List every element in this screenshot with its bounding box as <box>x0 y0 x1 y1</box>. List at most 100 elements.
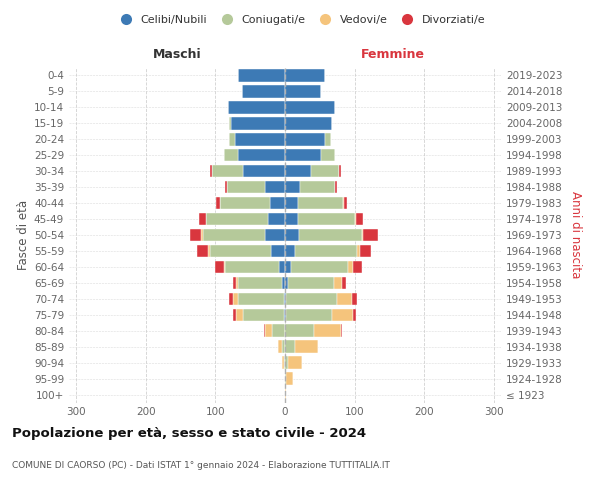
Bar <box>238 292 284 305</box>
Bar <box>285 149 321 162</box>
Bar <box>285 308 286 321</box>
Bar <box>238 149 285 162</box>
Bar <box>363 229 379 241</box>
Bar <box>203 229 265 241</box>
Bar <box>285 165 311 177</box>
Bar <box>265 181 285 194</box>
Bar <box>233 292 238 305</box>
Bar <box>285 229 299 241</box>
Bar <box>265 229 285 241</box>
Bar <box>199 213 206 226</box>
Bar <box>295 340 318 353</box>
Bar <box>208 244 210 257</box>
Bar <box>286 308 332 321</box>
Bar <box>229 117 230 130</box>
Bar <box>285 101 335 114</box>
Bar <box>281 340 285 353</box>
Bar <box>206 213 268 226</box>
Bar <box>236 276 238 289</box>
Bar <box>295 244 357 257</box>
Bar <box>321 149 335 162</box>
Text: COMUNE DI CAORSO (PC) - Dati ISTAT 1° gennaio 2024 - Elaborazione TUTTITALIA.IT: COMUNE DI CAORSO (PC) - Dati ISTAT 1° ge… <box>12 460 390 469</box>
Bar <box>238 276 281 289</box>
Bar <box>334 276 342 289</box>
Bar <box>265 324 272 337</box>
Bar <box>238 70 285 82</box>
Bar <box>356 213 363 226</box>
Bar <box>285 372 286 385</box>
Bar <box>285 70 325 82</box>
Bar <box>285 292 286 305</box>
Bar <box>285 388 286 400</box>
Bar <box>301 181 335 194</box>
Bar <box>236 308 243 321</box>
Bar <box>325 133 331 145</box>
Text: Femmine: Femmine <box>361 48 425 61</box>
Bar <box>280 260 285 273</box>
Bar <box>284 356 285 369</box>
Bar <box>242 85 285 98</box>
Bar <box>212 165 243 177</box>
Bar <box>278 340 281 353</box>
Bar <box>230 117 285 130</box>
Bar <box>233 308 236 321</box>
Bar <box>332 308 353 321</box>
Bar <box>286 292 337 305</box>
Bar <box>344 197 347 209</box>
Bar <box>210 165 212 177</box>
Bar <box>271 244 285 257</box>
Bar <box>285 356 289 369</box>
Bar <box>235 133 285 145</box>
Bar <box>210 244 271 257</box>
Bar <box>224 149 238 162</box>
Bar <box>311 165 340 177</box>
Bar <box>216 197 220 209</box>
Bar <box>243 308 284 321</box>
Bar <box>215 260 224 273</box>
Bar <box>337 292 352 305</box>
Bar <box>298 213 355 226</box>
Bar <box>264 324 265 337</box>
Bar <box>290 260 348 273</box>
Y-axis label: Fasce di età: Fasce di età <box>17 200 30 270</box>
Bar <box>229 133 235 145</box>
Bar <box>285 85 321 98</box>
Bar <box>353 308 356 321</box>
Bar <box>282 356 284 369</box>
Bar <box>343 197 344 209</box>
Bar <box>285 244 295 257</box>
Y-axis label: Anni di nascita: Anni di nascita <box>569 192 582 278</box>
Bar <box>285 181 301 194</box>
Bar <box>335 181 337 194</box>
Bar <box>314 324 341 337</box>
Bar <box>220 197 269 209</box>
Bar <box>272 324 285 337</box>
Bar <box>355 213 356 226</box>
Bar <box>190 229 202 241</box>
Bar <box>285 213 298 226</box>
Bar <box>284 292 285 305</box>
Bar <box>360 244 371 257</box>
Bar <box>285 117 332 130</box>
Bar <box>342 276 346 289</box>
Text: Popolazione per età, sesso e stato civile - 2024: Popolazione per età, sesso e stato civil… <box>12 428 366 440</box>
Bar <box>357 244 360 257</box>
Bar <box>225 260 280 273</box>
Bar <box>284 308 285 321</box>
Bar <box>197 244 208 257</box>
Bar <box>224 260 225 273</box>
Bar <box>285 276 289 289</box>
Bar <box>233 276 236 289</box>
Bar <box>289 276 334 289</box>
Bar <box>348 260 353 273</box>
Bar <box>285 340 295 353</box>
Bar <box>229 292 233 305</box>
Bar <box>228 101 285 114</box>
Bar <box>362 229 363 241</box>
Bar <box>341 324 342 337</box>
Bar <box>289 356 302 369</box>
Bar <box>299 229 362 241</box>
Bar <box>269 197 285 209</box>
Bar <box>227 181 265 194</box>
Bar <box>281 276 285 289</box>
